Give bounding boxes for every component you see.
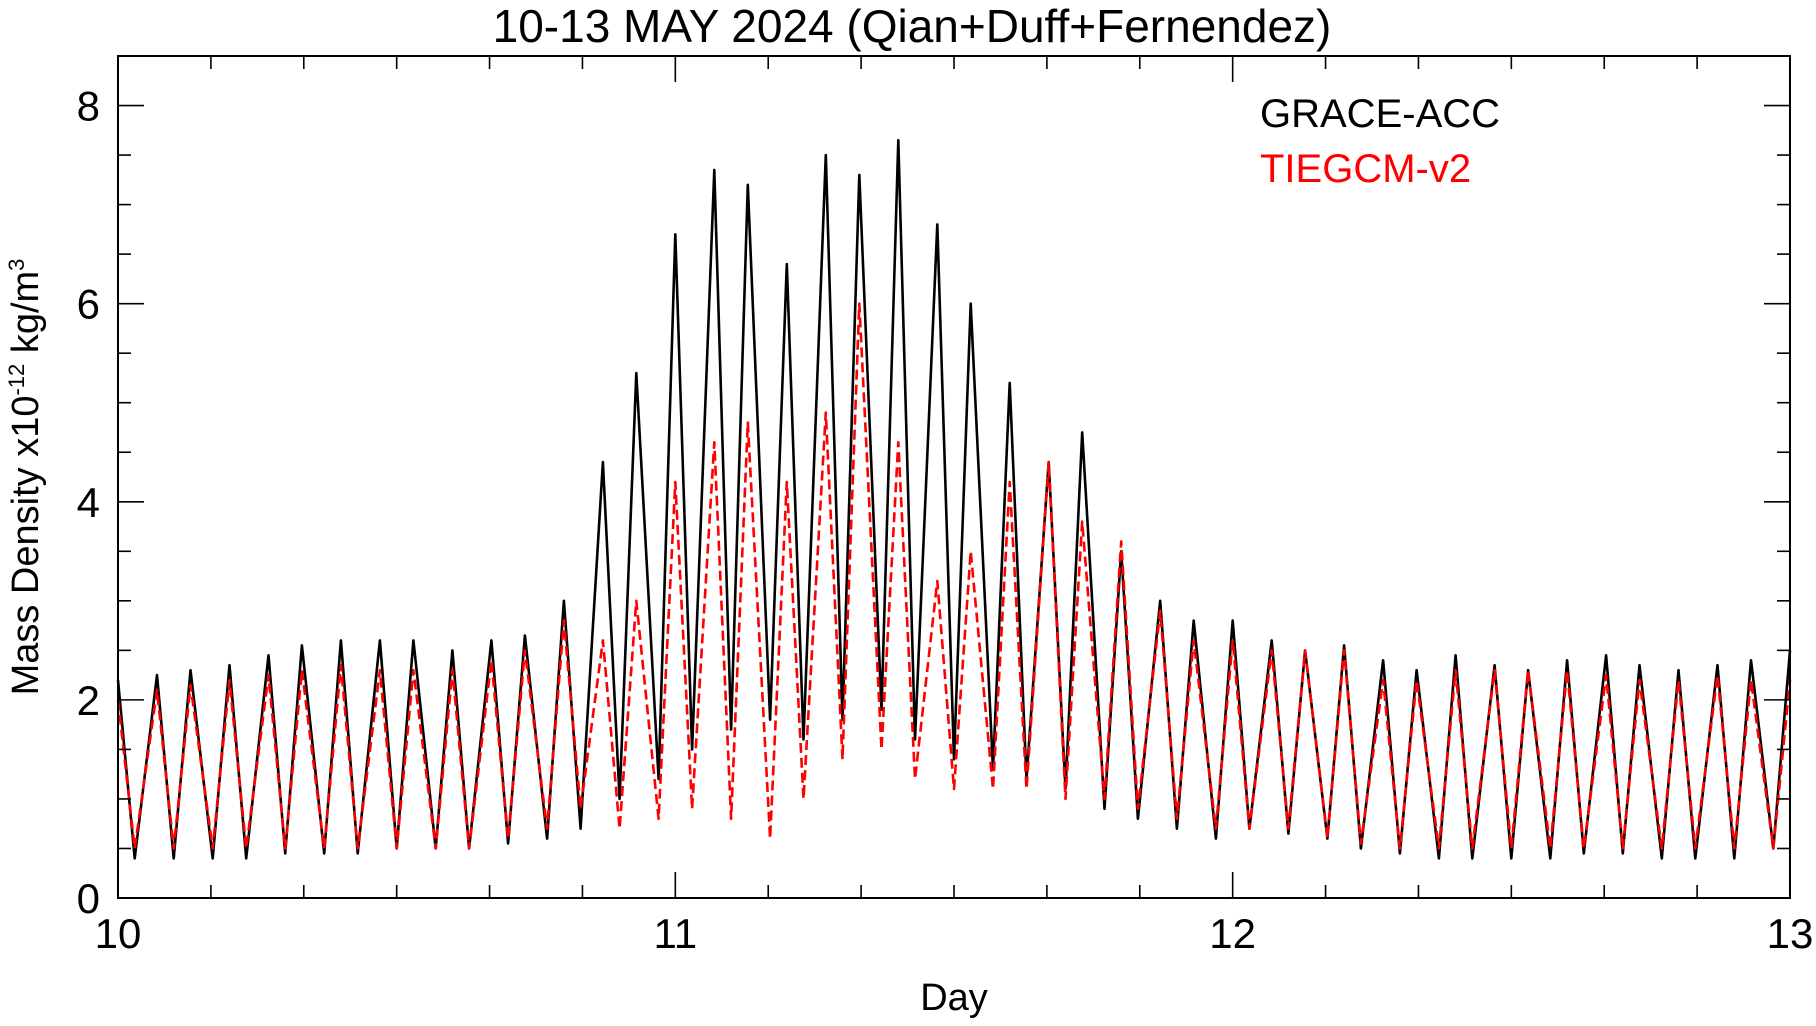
y-axis: 0 2 4 6 8	[77, 55, 1790, 922]
y-tick-label: 2	[77, 677, 100, 724]
y-axis-label-main: Mass Density x10	[5, 396, 47, 696]
y-axis-label-unit: kg/m	[5, 271, 47, 364]
y-axis-label-exponent: -12	[4, 364, 29, 396]
legend: GRACE-ACC TIEGCM-v2	[1260, 92, 1500, 191]
x-axis: 10 11 12 13	[95, 56, 1814, 957]
legend-item-grace-acc: GRACE-ACC	[1260, 92, 1500, 136]
x-tick-label: 13	[1767, 910, 1814, 957]
y-axis-label-unit-exponent: 3	[4, 259, 29, 271]
x-tick-label: 12	[1209, 910, 1256, 957]
y-tick-label: 0	[77, 875, 100, 922]
x-tick-label: 11	[654, 910, 698, 957]
plot-area	[116, 55, 1792, 899]
chart-title: 10-13 MAY 2024 (Qian+Duff+Fernendez)	[493, 0, 1332, 52]
y-tick-label: 8	[77, 83, 100, 130]
y-tick-label: 4	[77, 479, 100, 526]
x-axis-label: Day	[920, 977, 988, 1019]
series-layer	[116, 138, 1792, 860]
y-axis-label: Mass Density x10-12 kg/m3	[4, 259, 47, 696]
x-tick-label: 10	[95, 910, 142, 957]
y-tick-label: 6	[77, 281, 100, 328]
legend-item-tiegcm-v2: TIEGCM-v2	[1260, 147, 1471, 191]
series-line-tiegcm-v2	[116, 302, 1792, 850]
